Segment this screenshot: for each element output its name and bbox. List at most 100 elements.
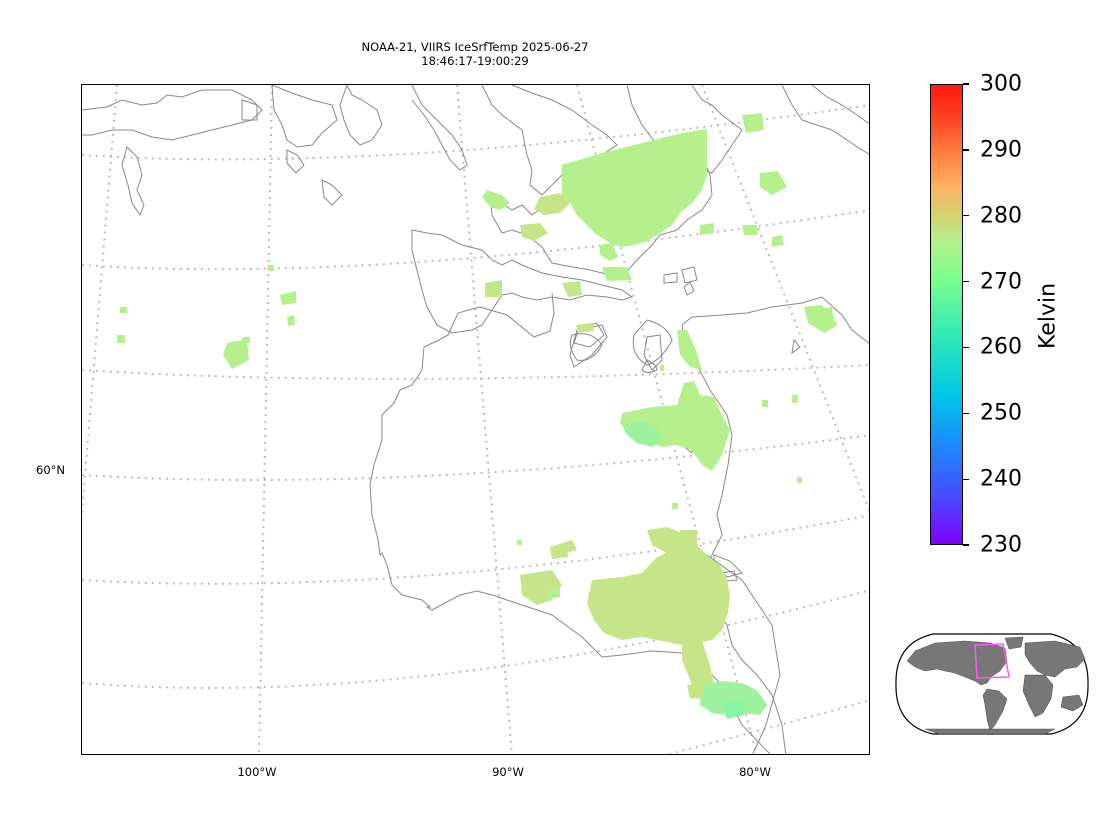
colorbar-tick-label: 250	[980, 400, 1022, 426]
data-swath	[223, 339, 249, 369]
colorbar-tick-label: 290	[980, 137, 1022, 163]
data-swath	[534, 193, 570, 215]
inset-land	[906, 636, 1086, 735]
data-swath	[485, 280, 502, 297]
inset-region-box	[974, 643, 1010, 679]
data-swath	[562, 281, 582, 297]
colorbar	[930, 84, 963, 545]
data-swath	[817, 307, 834, 323]
island-coast	[569, 324, 608, 368]
data-swath	[548, 587, 560, 599]
title-line-2: 18:46:17-19:00:29	[421, 54, 529, 68]
meridian	[258, 85, 273, 754]
colorbar-tick-mark	[963, 544, 969, 546]
lat-line	[82, 209, 869, 271]
belcher-islands-coast	[569, 333, 603, 361]
lat-line	[82, 589, 869, 689]
ungava-coast	[781, 85, 869, 155]
colorbar-tick-mark	[963, 215, 969, 217]
lon-label-80w: 80°W	[739, 765, 771, 779]
data-swath	[550, 540, 577, 555]
inset-antarctica	[924, 728, 1056, 735]
arctic-island-coast	[121, 146, 145, 217]
data-swath	[620, 381, 730, 471]
data-swath	[700, 223, 714, 235]
data-swath	[242, 337, 250, 343]
lon-label-100w: 100°W	[237, 765, 277, 779]
data-swath	[520, 223, 548, 241]
colorbar-tick-label: 240	[980, 466, 1022, 492]
colorbar-tick-mark	[963, 478, 969, 480]
arctic-island-coast	[321, 179, 343, 206]
colorbar-tick-mark	[963, 346, 969, 349]
meridian	[701, 85, 869, 513]
data-swath	[280, 291, 296, 305]
colorbar-tick-label: 280	[980, 203, 1022, 229]
mansel-coast	[641, 359, 658, 373]
data-swath	[772, 235, 784, 247]
colorbar-tick-label: 270	[980, 269, 1022, 295]
arctic-island-coast	[241, 99, 258, 121]
coats-island-coast	[411, 229, 634, 334]
data-swath	[517, 540, 522, 545]
mansel-coast	[632, 319, 673, 366]
baffin-coast	[626, 85, 743, 174]
lat-line	[665, 699, 869, 754]
hudson-bay-coast	[369, 292, 771, 754]
data-swath	[680, 530, 697, 543]
data-swath	[652, 531, 674, 547]
colorbar-tick-mark	[963, 149, 969, 151]
lat-label-60n: 60°N	[36, 463, 65, 477]
inset-australia	[1060, 694, 1084, 712]
ist-data-layer	[117, 113, 838, 719]
data-swath	[792, 395, 798, 403]
inset-greenland	[1004, 636, 1024, 650]
colorbar-tick-label: 230	[980, 532, 1022, 558]
colorbar-tick-mark	[963, 280, 969, 283]
data-swath	[742, 225, 758, 235]
inset-africa	[1022, 674, 1054, 718]
colorbar-tick-label: 300	[980, 71, 1022, 97]
arctic-island-coast	[82, 89, 263, 141]
small-island-coast	[663, 272, 678, 284]
data-swath	[602, 267, 632, 281]
data-swath	[722, 701, 744, 719]
data-swath	[660, 365, 664, 371]
data-swath	[600, 243, 618, 261]
data-swath	[672, 503, 678, 509]
belcher-coast	[573, 322, 605, 348]
inset-eurasia	[1024, 640, 1086, 678]
data-swath	[117, 335, 125, 343]
colorbar-label: Kelvin	[1035, 282, 1061, 350]
lat-line	[82, 434, 869, 481]
island-coast	[683, 281, 695, 296]
inset-south-america	[982, 688, 1008, 732]
colorbar-tick-mark	[963, 412, 969, 414]
data-swath	[520, 570, 562, 605]
island-coast	[791, 338, 801, 355]
data-swath	[120, 307, 127, 313]
small-island-coast	[681, 266, 698, 284]
data-swath	[687, 683, 704, 699]
map-panel[interactable]	[81, 84, 870, 755]
data-swath	[677, 330, 702, 370]
globe-inset	[895, 633, 1089, 735]
baffin-coast	[411, 85, 468, 171]
data-swath	[562, 129, 707, 247]
lat-line	[82, 364, 869, 380]
data-swath	[797, 477, 802, 483]
ungava-coast	[811, 85, 869, 125]
island-coast	[643, 334, 663, 371]
arctic-island-coast	[286, 149, 305, 174]
data-swath	[700, 681, 767, 715]
meridian	[82, 85, 118, 525]
lon-label-90w: 90°W	[492, 765, 524, 779]
colorbar-tick-label: 260	[980, 334, 1022, 360]
data-swath	[576, 323, 594, 333]
title-line-1: NOAA-21, VIIRS IceSrfTemp 2025-06-27	[361, 40, 589, 54]
data-swath	[587, 530, 730, 645]
data-swath	[287, 315, 295, 326]
lat-line	[82, 104, 869, 161]
data-swath	[622, 421, 662, 447]
colorbar-tick-mark	[963, 83, 969, 85]
